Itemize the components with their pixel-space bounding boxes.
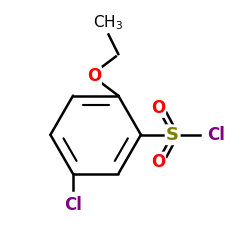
Text: CH$_3$: CH$_3$: [94, 13, 124, 32]
Text: Cl: Cl: [64, 196, 82, 214]
Text: O: O: [151, 153, 165, 171]
Text: S: S: [166, 126, 179, 144]
Text: O: O: [151, 99, 165, 117]
Text: O: O: [87, 67, 101, 85]
Text: Cl: Cl: [207, 126, 225, 144]
